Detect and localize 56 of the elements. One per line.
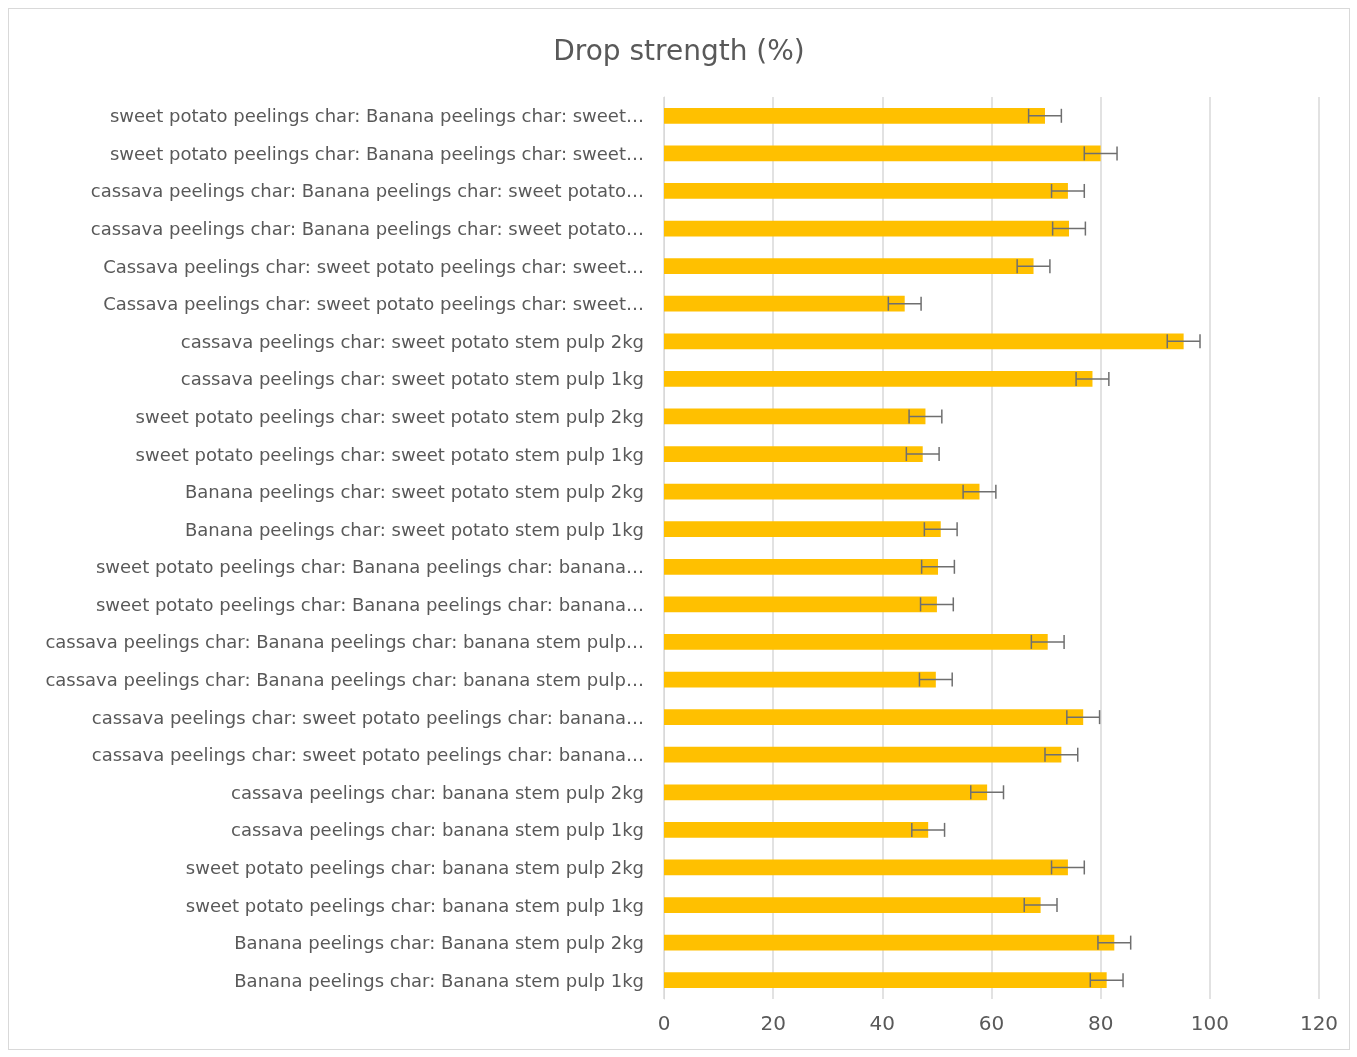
y-tick-label: sweet potato peelings char: banana stem pulp 1kg	[185, 894, 644, 916]
y-tick-label: cassava peelings char: banana stem pulp 2kg	[231, 781, 644, 803]
bar	[664, 483, 980, 500]
bar	[664, 183, 1068, 199]
bar	[664, 897, 1041, 913]
bar	[664, 746, 1062, 763]
bar	[664, 821, 929, 838]
bar	[664, 295, 905, 312]
bar	[664, 558, 939, 575]
bar	[664, 107, 1045, 124]
y-tick-label: Banana peelings char: Banana stem pulp 1kg	[234, 969, 644, 991]
bar	[664, 784, 988, 801]
x-tick-label: 80	[1087, 1011, 1114, 1035]
bar	[664, 145, 1101, 162]
y-tick-label: sweet potato peelings char: Banana peelings char: sweet…	[109, 142, 644, 164]
x-tick-label: 120	[1299, 1011, 1339, 1035]
bar	[664, 521, 941, 538]
y-tick-label: Banana peelings char: Banana stem pulp 2kg	[234, 932, 644, 954]
y-tick-label: sweet potato peelings char: Banana peelings char: sweet…	[109, 105, 644, 127]
y-tick-label: sweet potato peelings char: banana stem pulp 2kg	[185, 856, 644, 878]
bar	[664, 859, 1068, 876]
bar	[664, 634, 1048, 650]
x-tick-label: 0	[657, 1011, 671, 1035]
bar	[664, 220, 1070, 237]
y-tick-label: Banana peelings char: sweet potato stem pulp 2kg	[184, 481, 644, 503]
y-tick-label: cassava peelings char: sweet potato stem pulp 2kg	[180, 330, 644, 352]
bar	[664, 709, 1084, 726]
y-tick-label: Cassava peelings char: sweet potato peelings char: sweet…	[103, 293, 644, 315]
x-tick-label: 40	[869, 1011, 896, 1035]
y-tick-label: cassava peelings char: banana stem pulp 1kg	[231, 819, 644, 841]
y-tick-label: cassava peelings char: Banana peelings char: sweet potato…	[90, 218, 644, 240]
x-tick-label: 100	[1190, 1011, 1229, 1035]
bar	[664, 671, 936, 688]
y-tick-label: cassava peelings char: sweet potato stem pulp 1kg	[180, 368, 644, 390]
y-tick-label: cassava peelings char: sweet potato peelings char: banana…	[91, 744, 644, 766]
y-tick-label: sweet potato peelings char: sweet potato stem pulp 1kg	[135, 443, 644, 465]
bar	[664, 408, 926, 425]
y-tick-label: cassava peelings char: Banana peelings char: banana stem pulp…	[45, 669, 644, 691]
y-tick-label: cassava peelings char: sweet potato peelings char: banana…	[91, 706, 644, 728]
y-tick-label: sweet potato peelings char: Banana peelings char: banana…	[95, 556, 644, 578]
bar	[664, 934, 1115, 951]
bar	[664, 333, 1184, 350]
bar	[664, 370, 1093, 387]
y-tick-label: cassava peelings char: Banana peelings char: sweet potato…	[90, 180, 644, 202]
y-tick-label: cassava peelings char: Banana peelings char: banana stem pulp…	[45, 631, 644, 653]
y-tick-label: Cassava peelings char: sweet potato peelings char: sweet…	[103, 255, 644, 277]
bar	[664, 446, 923, 462]
bar	[664, 596, 937, 613]
bar	[664, 972, 1107, 989]
y-tick-label: sweet potato peelings char: sweet potato stem pulp 2kg	[135, 405, 644, 427]
y-tick-label: sweet potato peelings char: Banana peelings char: banana…	[95, 593, 644, 615]
chart-title: Drop strength (%)	[553, 33, 805, 67]
bar	[664, 258, 1034, 275]
y-tick-label: Banana peelings char: sweet potato stem pulp 1kg	[184, 518, 644, 540]
x-tick-label: 60	[978, 1011, 1005, 1035]
x-tick-label: 20	[760, 1011, 786, 1035]
